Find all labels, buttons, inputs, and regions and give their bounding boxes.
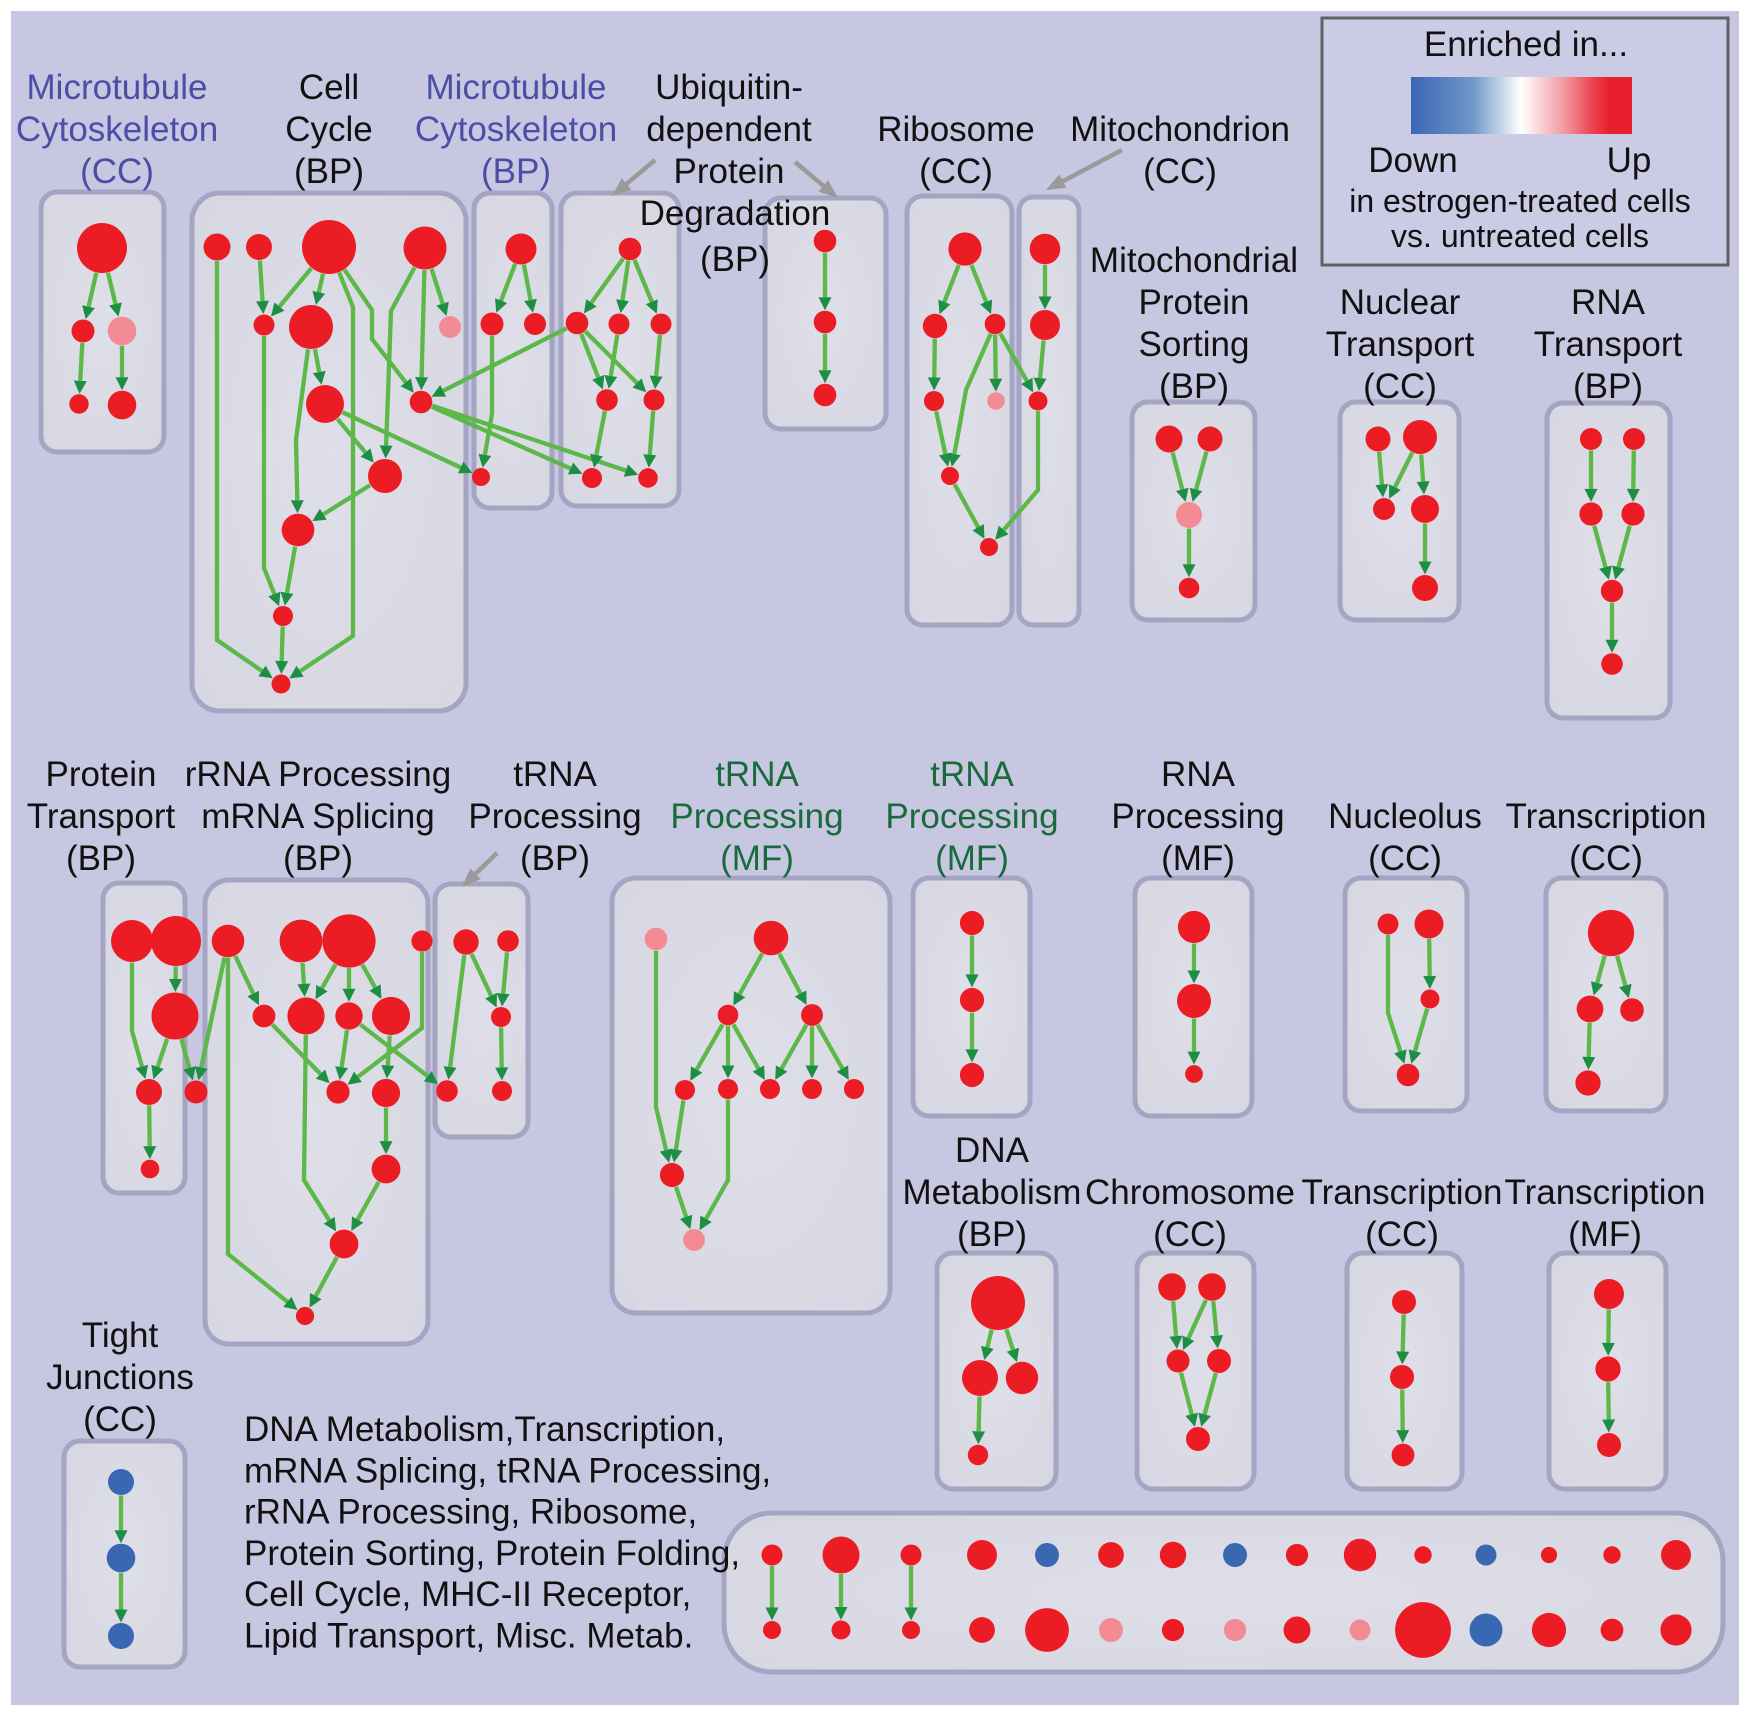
svg-text:Nucleolus: Nucleolus: [1328, 797, 1482, 836]
svg-text:Junctions: Junctions: [46, 1358, 194, 1397]
svg-text:Processing: Processing: [468, 797, 641, 836]
svg-text:vs. untreated cells: vs. untreated cells: [1391, 218, 1649, 254]
svg-text:Ribosome: Ribosome: [877, 110, 1035, 149]
svg-text:rRNA Processing: rRNA Processing: [185, 755, 451, 794]
svg-text:Processing: Processing: [1111, 797, 1284, 836]
svg-text:(MF): (MF): [720, 839, 794, 878]
svg-text:DNA Metabolism,Transcription,: DNA Metabolism,Transcription,: [244, 1410, 725, 1449]
svg-text:tRNA: tRNA: [930, 755, 1014, 794]
svg-text:Cell Cycle, MHC-II Receptor,: Cell Cycle, MHC-II Receptor,: [244, 1575, 691, 1614]
svg-text:(CC): (CC): [1363, 367, 1437, 406]
svg-text:(BP): (BP): [700, 240, 770, 279]
svg-text:Transcription: Transcription: [1302, 1173, 1503, 1212]
svg-text:(BP): (BP): [66, 839, 136, 878]
svg-text:Protein: Protein: [674, 152, 785, 191]
svg-text:Cycle: Cycle: [285, 110, 373, 149]
svg-text:(CC): (CC): [1153, 1215, 1227, 1254]
svg-text:Microtubule: Microtubule: [27, 68, 208, 107]
svg-text:(CC): (CC): [1143, 152, 1217, 191]
svg-text:(MF): (MF): [935, 839, 1009, 878]
svg-text:mRNA Splicing, tRNA Processing: mRNA Splicing, tRNA Processing,: [244, 1451, 771, 1490]
svg-text:tRNA: tRNA: [715, 755, 799, 794]
svg-text:(BP): (BP): [520, 839, 590, 878]
svg-text:mRNA Splicing: mRNA Splicing: [201, 797, 434, 836]
svg-text:(CC): (CC): [1365, 1215, 1439, 1254]
svg-text:Nuclear: Nuclear: [1340, 283, 1461, 322]
svg-text:Microtubule: Microtubule: [426, 68, 607, 107]
svg-text:rRNA Processing, Ribosome,: rRNA Processing, Ribosome,: [244, 1493, 697, 1532]
svg-text:Tight: Tight: [82, 1316, 159, 1355]
svg-text:Lipid Transport, Misc. Metab.: Lipid Transport, Misc. Metab.: [244, 1617, 693, 1656]
svg-text:Protein: Protein: [46, 755, 157, 794]
svg-text:(MF): (MF): [1161, 839, 1235, 878]
svg-text:tRNA: tRNA: [513, 755, 597, 794]
svg-text:Transcription: Transcription: [1506, 797, 1707, 836]
svg-text:Chromosome: Chromosome: [1085, 1173, 1295, 1212]
svg-text:Transport: Transport: [1534, 325, 1683, 364]
svg-text:(BP): (BP): [481, 152, 551, 191]
svg-text:(BP): (BP): [1159, 367, 1229, 406]
svg-text:(BP): (BP): [1573, 367, 1643, 406]
svg-text:(CC): (CC): [1569, 839, 1643, 878]
svg-text:(CC): (CC): [1368, 839, 1442, 878]
svg-text:(CC): (CC): [80, 152, 154, 191]
svg-text:(BP): (BP): [294, 152, 364, 191]
svg-text:Protein Sorting, Protein Foldi: Protein Sorting, Protein Folding,: [244, 1534, 740, 1573]
svg-text:(MF): (MF): [1568, 1215, 1642, 1254]
svg-text:Protein: Protein: [1139, 283, 1250, 322]
svg-text:Cytoskeleton: Cytoskeleton: [16, 110, 218, 149]
svg-text:Sorting: Sorting: [1139, 325, 1250, 364]
svg-text:DNA: DNA: [955, 1131, 1030, 1170]
svg-text:in estrogen-treated cells: in estrogen-treated cells: [1349, 183, 1691, 219]
svg-text:Processing: Processing: [670, 797, 843, 836]
svg-text:Transcription: Transcription: [1505, 1173, 1706, 1212]
svg-text:Transport: Transport: [1326, 325, 1475, 364]
svg-text:Cell: Cell: [299, 68, 359, 107]
svg-text:dependent: dependent: [646, 110, 812, 149]
svg-text:(BP): (BP): [283, 839, 353, 878]
svg-text:Degradation: Degradation: [640, 194, 831, 233]
svg-text:(CC): (CC): [83, 1400, 157, 1439]
svg-text:Down: Down: [1368, 141, 1457, 180]
svg-text:(CC): (CC): [919, 152, 993, 191]
svg-text:Cytoskeleton: Cytoskeleton: [415, 110, 617, 149]
svg-text:Enriched in...: Enriched in...: [1424, 25, 1628, 64]
svg-text:Transport: Transport: [27, 797, 176, 836]
svg-text:Processing: Processing: [885, 797, 1058, 836]
svg-text:RNA: RNA: [1571, 283, 1646, 322]
svg-text:RNA: RNA: [1161, 755, 1236, 794]
svg-text:Mitochondrial: Mitochondrial: [1090, 241, 1298, 280]
svg-text:Ubiquitin-: Ubiquitin-: [655, 68, 803, 107]
svg-text:(BP): (BP): [957, 1215, 1027, 1254]
svg-text:Up: Up: [1607, 141, 1652, 180]
svg-text:Mitochondrion: Mitochondrion: [1070, 110, 1290, 149]
svg-text:Metabolism: Metabolism: [903, 1173, 1082, 1212]
